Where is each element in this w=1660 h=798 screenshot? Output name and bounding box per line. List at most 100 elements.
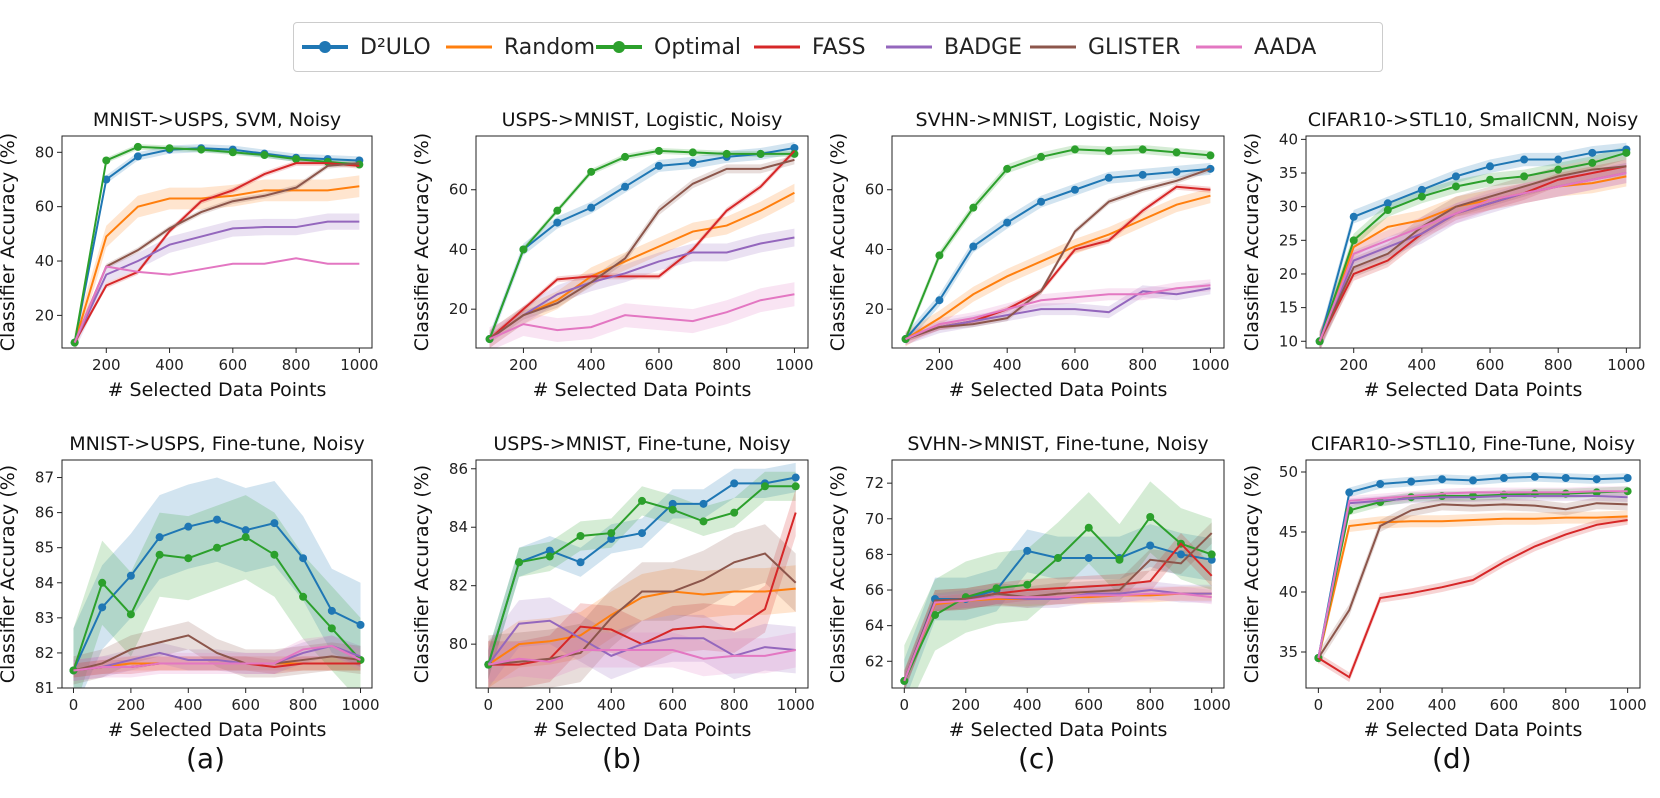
- data-point-optimal: [299, 592, 308, 601]
- x-tick-label: 0: [1314, 696, 1324, 714]
- data-point-d-ulo: [1561, 474, 1570, 482]
- y-tick-label: 84: [35, 574, 54, 592]
- y-tick-label: 50: [1279, 463, 1298, 481]
- series-line-aada: [488, 649, 796, 666]
- series-line-d-ulo: [904, 167, 1211, 340]
- data-point-d-ulo: [98, 603, 107, 612]
- x-tick-label: 800: [289, 696, 318, 714]
- x-tick-label: 800: [1128, 356, 1157, 374]
- data-point-optimal: [969, 203, 978, 212]
- x-tick-label: 400: [155, 356, 184, 374]
- series-line-optimal: [488, 149, 795, 340]
- data-point-optimal: [519, 245, 528, 254]
- data-point-optimal: [515, 558, 524, 567]
- data-point-d-ulo: [1176, 550, 1185, 559]
- data-point-optimal: [992, 584, 1001, 593]
- legend-swatch-badge: [886, 45, 932, 49]
- data-point-optimal: [730, 508, 739, 517]
- y-tick-label: 25: [1279, 231, 1298, 249]
- legend-label: BADGE: [944, 34, 1023, 60]
- series-line-optimal: [73, 145, 360, 343]
- data-point-optimal: [654, 146, 663, 155]
- data-point-optimal: [323, 157, 332, 166]
- data-point-d-ulo: [638, 529, 646, 538]
- x-tick-label: 800: [1136, 696, 1165, 714]
- data-point-d-ulo: [791, 473, 800, 482]
- x-tick-label: 400: [174, 696, 203, 714]
- band-glister: [904, 522, 1212, 688]
- y-axis-label: Classifier Accuracy (%): [0, 465, 19, 683]
- data-point-d-ulo: [1499, 474, 1508, 482]
- band-badge: [74, 213, 360, 348]
- y-axis-label: Classifier Accuracy (%): [0, 133, 19, 351]
- data-point-d-ulo: [621, 182, 630, 191]
- data-point-optimal: [1070, 145, 1079, 154]
- x-tick-label: 200: [951, 696, 980, 714]
- legend-item-optimal: Optimal: [594, 23, 741, 71]
- y-tick-label: 82: [449, 577, 468, 595]
- data-point-d-ulo: [576, 558, 585, 567]
- y-axis-label: Classifier Accuracy (%): [411, 133, 433, 351]
- chart-panel-5: MNIST->USPS, Fine-tune, Noisy # Selected …: [0, 433, 380, 741]
- data-point-d-ulo: [1592, 475, 1601, 484]
- x-tick-label: 200: [1366, 696, 1395, 714]
- chart-title: CIFAR10->STL10, Fine-Tune, Noisy: [1311, 433, 1635, 455]
- data-point-d-ulo: [1037, 197, 1046, 206]
- plot-area: [900, 481, 1216, 688]
- x-tick-label: 200: [535, 696, 564, 714]
- data-point-optimal: [1206, 151, 1215, 160]
- data-point-d-ulo: [1023, 546, 1032, 555]
- band-fass: [1318, 515, 1628, 682]
- data-point-optimal: [688, 148, 697, 157]
- x-tick-label: 1000: [341, 696, 379, 714]
- series-line-d-ulo: [73, 147, 360, 343]
- y-tick-label: 20: [865, 300, 884, 318]
- y-tick-label: 72: [865, 474, 884, 492]
- data-point-d-ulo: [1486, 162, 1495, 171]
- series-line-aada: [1318, 172, 1627, 342]
- band-badge: [489, 228, 795, 348]
- series-line-glister: [73, 162, 360, 343]
- data-point-d-ulo: [654, 161, 663, 170]
- data-point-optimal: [184, 554, 193, 563]
- series-line-random: [905, 194, 1211, 340]
- chart-panel-3: SVHN->MNIST, Logistic, Noisy # Selected D…: [827, 109, 1230, 401]
- data-point-optimal: [1138, 145, 1147, 154]
- data-point-optimal: [133, 142, 142, 151]
- axes-frame: [475, 459, 809, 689]
- data-point-d-ulo: [688, 158, 697, 167]
- data-point-d-ulo: [1172, 167, 1181, 176]
- data-point-optimal: [668, 505, 677, 514]
- legend-item-glister: GLISTER: [1028, 23, 1180, 71]
- data-point-d-ulo: [133, 152, 142, 161]
- chart-title: MNIST->USPS, SVM, Noisy: [93, 109, 341, 131]
- legend-swatch-random: [446, 45, 492, 49]
- data-point-optimal: [1520, 172, 1529, 181]
- data-point-optimal: [553, 206, 562, 215]
- data-point-d-ulo: [730, 479, 739, 488]
- band-random: [905, 188, 1211, 347]
- legend-swatch-d2ulo: [302, 41, 348, 53]
- band-glister: [488, 524, 796, 688]
- data-point-optimal: [638, 496, 646, 505]
- x-tick-label: 1000: [1607, 356, 1645, 374]
- x-tick-label: 1000: [1191, 356, 1229, 374]
- y-tick-label: 20: [449, 300, 468, 318]
- data-point-optimal: [197, 145, 206, 154]
- series-line-glister: [488, 158, 795, 340]
- panel-label-b: (b): [602, 742, 642, 775]
- series-line-aada: [73, 644, 361, 672]
- y-tick-label: 45: [1279, 523, 1298, 541]
- y-tick-label: 64: [865, 617, 884, 635]
- data-point-optimal: [1084, 523, 1093, 532]
- band-d-ulo: [904, 524, 1212, 688]
- y-tick-label: 68: [865, 545, 884, 563]
- panel-label-a: (a): [186, 742, 226, 775]
- data-point-optimal: [155, 550, 164, 559]
- series-line-badge: [73, 220, 360, 343]
- x-axis-label: # Selected Data Points: [949, 379, 1168, 401]
- axes-frame: [1305, 459, 1641, 689]
- band-d-ulo: [73, 477, 361, 688]
- x-tick-label: 400: [1013, 696, 1042, 714]
